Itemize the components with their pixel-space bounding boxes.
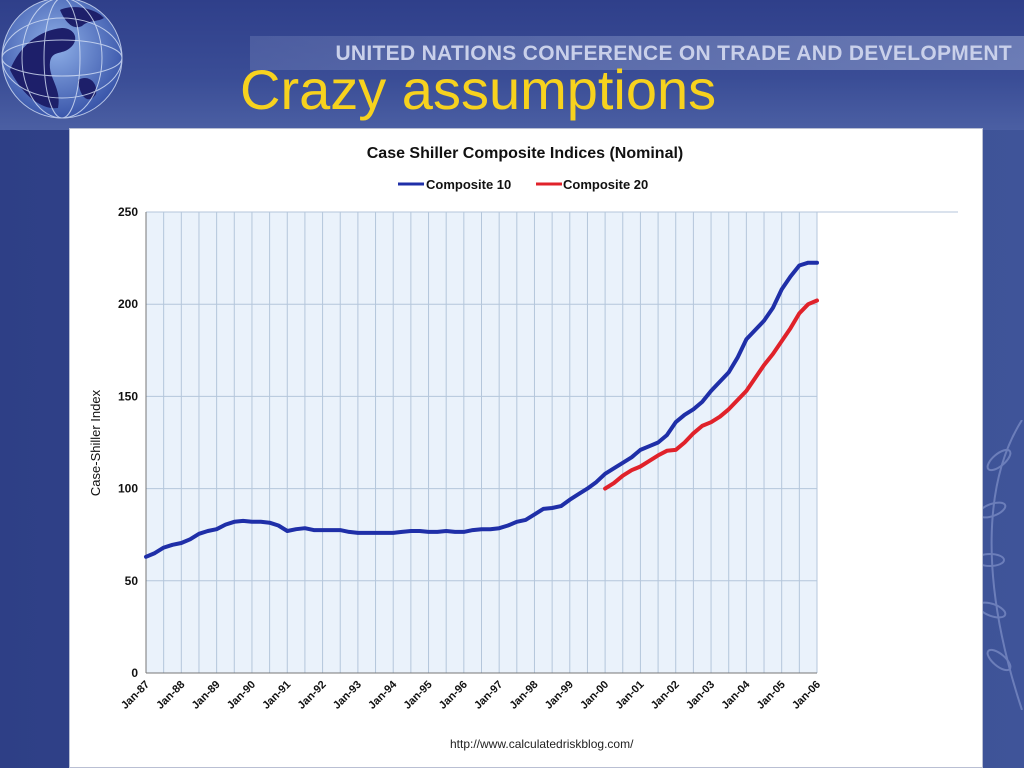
- x-tick-label: Jan-92: [296, 679, 329, 712]
- y-tick-label: 100: [118, 482, 138, 496]
- x-tick-label: Jan-98: [507, 679, 540, 712]
- legend-label-composite-10: Composite 10: [426, 177, 511, 192]
- x-tick-label: Jan-99: [543, 679, 576, 712]
- x-tick-label: Jan-91: [260, 679, 293, 712]
- chart-title: Case Shiller Composite Indices (Nominal): [367, 145, 684, 162]
- x-tick-label: Jan-93: [331, 679, 364, 712]
- x-tick-label: Jan-04: [719, 678, 753, 712]
- legend-label-composite-20: Composite 20: [563, 177, 648, 192]
- y-tick-label: 200: [118, 297, 138, 311]
- x-tick-label: Jan-95: [402, 679, 435, 712]
- x-tick-label: Jan-02: [649, 679, 682, 712]
- y-axis-label: Case-Shiller Index: [88, 389, 103, 496]
- x-tick-label: Jan-88: [154, 679, 187, 712]
- x-tick-label: Jan-89: [190, 679, 223, 712]
- x-tick-label: Jan-94: [366, 678, 400, 712]
- x-tick-label: Jan-90: [225, 679, 258, 712]
- x-tick-label: Jan-01: [613, 679, 646, 712]
- x-tick-label: Jan-96: [437, 679, 470, 712]
- y-tick-label: 0: [131, 666, 138, 680]
- x-tick-label: Jan-03: [684, 679, 717, 712]
- x-tick-label: Jan-00: [578, 679, 611, 712]
- x-tick-label: Jan-05: [755, 679, 788, 712]
- source-note: http://www.calculatedriskblog.com/: [450, 737, 633, 751]
- chart-legend: Composite 10 Composite 20: [398, 177, 648, 192]
- x-tick-label: Jan-87: [119, 679, 152, 712]
- y-tick-label: 150: [118, 389, 138, 403]
- y-tick-label: 250: [118, 205, 138, 219]
- x-axis: Jan-87 Jan-88 Jan-89 Jan-90 Jan-91 Jan-92 Jan-…: [119, 673, 823, 712]
- x-tick-label: Jan-06: [790, 679, 823, 712]
- x-tick-label: Jan-97: [472, 679, 505, 712]
- y-axis: 0 50 100 150 200 250: [118, 205, 146, 680]
- y-tick-label: 50: [125, 574, 139, 588]
